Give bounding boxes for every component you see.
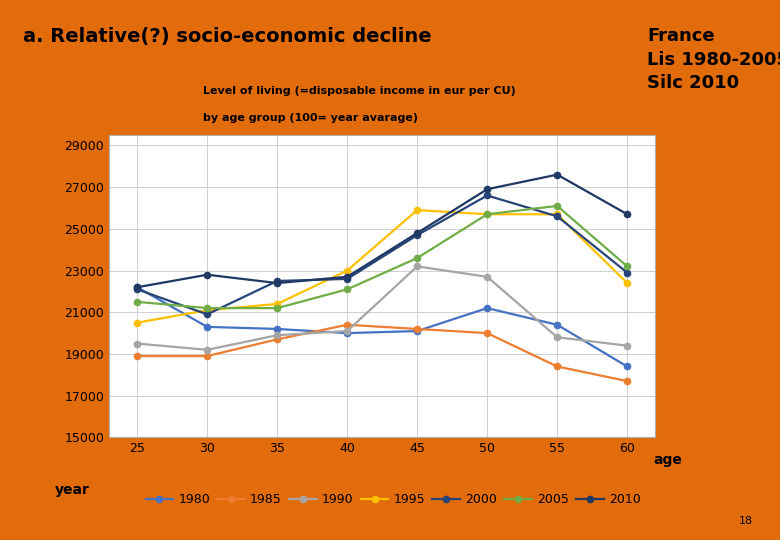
1990 [203,347,212,353]
1995 [552,211,562,218]
1990 [342,328,352,334]
2000 [483,192,492,199]
2000 [133,286,142,293]
1985 [133,353,142,359]
Legend: 1980, 1985, 1990, 1995, 2000, 2005, 2010: 1980, 1985, 1990, 1995, 2000, 2005, 2010 [140,488,646,511]
2010 [622,211,632,218]
2000 [552,213,562,220]
1980 [413,328,422,334]
1995 [342,267,352,274]
2000 [413,232,422,238]
2005 [133,299,142,305]
1980 [342,330,352,336]
1980 [552,321,562,328]
1985 [413,326,422,332]
1990 [272,332,282,339]
1985 [483,330,492,336]
1980 [622,363,632,370]
2010 [413,230,422,237]
2005 [622,263,632,269]
Line: 2000: 2000 [134,192,630,318]
1985 [272,336,282,342]
Text: year: year [55,483,90,497]
1980 [133,284,142,291]
2005 [272,305,282,312]
1985 [622,378,632,384]
Line: 1980: 1980 [134,284,630,369]
1995 [483,211,492,218]
Line: 2010: 2010 [134,172,630,291]
1990 [483,274,492,280]
1985 [552,363,562,370]
1990 [413,263,422,269]
2000 [272,278,282,284]
2005 [203,305,212,312]
1995 [272,301,282,307]
1995 [413,207,422,213]
2010 [552,171,562,178]
Line: 2005: 2005 [134,203,630,311]
Line: 1995: 1995 [134,207,630,326]
2000 [622,269,632,276]
Text: 18: 18 [739,516,753,526]
2010 [133,284,142,291]
2010 [342,274,352,280]
2010 [203,272,212,278]
1980 [203,323,212,330]
2005 [552,202,562,209]
1995 [622,280,632,286]
2005 [342,286,352,293]
Text: by age group (100= year avarage): by age group (100= year avarage) [203,113,418,124]
1980 [272,326,282,332]
Line: 1985: 1985 [134,322,630,384]
2000 [342,275,352,282]
1990 [622,342,632,349]
1990 [133,340,142,347]
Text: age: age [654,453,682,467]
Line: 1990: 1990 [134,264,630,353]
2005 [483,211,492,218]
2000 [203,311,212,318]
Text: France
Lis 1980-2005
Silc 2010: France Lis 1980-2005 Silc 2010 [647,27,780,92]
1995 [133,320,142,326]
1985 [342,321,352,328]
2010 [272,280,282,286]
Text: Level of living (=disposable income in eur per CU): Level of living (=disposable income in e… [203,86,516,97]
1985 [203,353,212,359]
2005 [413,255,422,261]
1980 [483,305,492,312]
Text: a. Relative(?) socio-economic decline: a. Relative(?) socio-economic decline [23,27,432,46]
1990 [552,334,562,341]
1995 [203,307,212,313]
2010 [483,186,492,192]
